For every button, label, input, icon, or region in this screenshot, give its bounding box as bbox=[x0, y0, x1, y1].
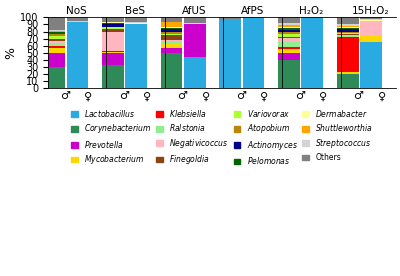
Bar bbox=[278, 28, 300, 30]
Bar bbox=[161, 35, 182, 40]
Bar bbox=[43, 30, 65, 31]
Bar bbox=[161, 41, 182, 44]
Bar bbox=[360, 36, 382, 42]
Text: AfUS: AfUS bbox=[182, 6, 206, 16]
Bar bbox=[161, 17, 182, 22]
Bar bbox=[278, 34, 300, 36]
Bar bbox=[360, 17, 382, 20]
Bar bbox=[102, 65, 124, 88]
Bar bbox=[278, 60, 300, 88]
Bar bbox=[102, 51, 124, 52]
Bar bbox=[337, 35, 359, 36]
Bar bbox=[278, 36, 300, 38]
Text: H₂O₂: H₂O₂ bbox=[300, 6, 324, 16]
Bar bbox=[337, 17, 359, 25]
Bar bbox=[66, 21, 88, 22]
Bar bbox=[337, 32, 359, 33]
Bar bbox=[102, 24, 124, 26]
Bar bbox=[161, 32, 182, 34]
Bar bbox=[337, 26, 359, 28]
Bar bbox=[360, 21, 382, 36]
Bar bbox=[43, 43, 65, 46]
Bar bbox=[360, 42, 382, 88]
Bar bbox=[66, 22, 88, 88]
Bar bbox=[125, 24, 147, 88]
Bar bbox=[278, 38, 300, 41]
Bar bbox=[161, 29, 182, 32]
Bar bbox=[278, 31, 300, 34]
Bar bbox=[337, 34, 359, 35]
Bar bbox=[278, 23, 300, 25]
Bar bbox=[102, 29, 124, 32]
Bar bbox=[43, 41, 65, 43]
Bar bbox=[337, 28, 359, 30]
Bar bbox=[278, 25, 300, 26]
Bar bbox=[161, 27, 182, 28]
Bar bbox=[161, 40, 182, 41]
Bar bbox=[102, 23, 124, 24]
Text: 15H₂O₂: 15H₂O₂ bbox=[352, 6, 389, 16]
Bar bbox=[102, 27, 124, 29]
Bar bbox=[161, 28, 182, 29]
Bar bbox=[161, 48, 182, 53]
Bar bbox=[43, 46, 65, 48]
Bar bbox=[102, 52, 124, 53]
Bar bbox=[102, 53, 124, 65]
Bar bbox=[184, 23, 206, 25]
Bar bbox=[102, 26, 124, 27]
Bar bbox=[337, 25, 359, 26]
Bar bbox=[43, 31, 65, 32]
Bar bbox=[43, 67, 65, 88]
Bar bbox=[278, 17, 300, 23]
Bar bbox=[43, 39, 65, 41]
Bar bbox=[43, 32, 65, 34]
Bar bbox=[337, 73, 359, 88]
Bar bbox=[184, 17, 206, 23]
Bar bbox=[278, 26, 300, 28]
Bar bbox=[219, 20, 241, 88]
Bar bbox=[243, 18, 264, 88]
Bar bbox=[161, 22, 182, 27]
Bar bbox=[243, 17, 264, 18]
Bar bbox=[337, 36, 359, 72]
Bar bbox=[184, 25, 206, 57]
Bar bbox=[125, 22, 147, 23]
Bar bbox=[102, 32, 124, 51]
Bar bbox=[66, 17, 88, 21]
Text: AfPS: AfPS bbox=[241, 6, 264, 16]
Bar bbox=[43, 53, 65, 67]
Bar bbox=[337, 30, 359, 32]
Y-axis label: %: % bbox=[4, 47, 17, 59]
Bar bbox=[161, 53, 182, 88]
Bar bbox=[161, 34, 182, 35]
Bar bbox=[161, 44, 182, 48]
Bar bbox=[337, 72, 359, 73]
Bar bbox=[301, 17, 323, 88]
Bar bbox=[125, 23, 147, 24]
Bar bbox=[278, 47, 300, 49]
Bar bbox=[102, 17, 124, 22]
Bar bbox=[278, 30, 300, 31]
Text: NoS: NoS bbox=[66, 6, 87, 16]
Bar bbox=[219, 19, 241, 20]
Bar bbox=[43, 17, 65, 30]
Bar bbox=[219, 17, 241, 19]
Bar bbox=[43, 34, 65, 36]
Bar bbox=[43, 48, 65, 53]
Bar bbox=[278, 49, 300, 53]
Bar bbox=[278, 41, 300, 47]
Bar bbox=[184, 57, 206, 88]
Bar bbox=[43, 36, 65, 39]
Bar bbox=[125, 17, 147, 22]
Legend: $\it{Lactobacillus}$, $\it{Corynebacterium}$, $\it{Prevotella}$, $\it{Mycobacter: $\it{Lactobacillus}$, $\it{Corynebacteri… bbox=[71, 108, 372, 166]
Bar bbox=[278, 53, 300, 60]
Text: BeS: BeS bbox=[125, 6, 146, 16]
Bar bbox=[102, 22, 124, 23]
Bar bbox=[337, 33, 359, 34]
Bar bbox=[360, 20, 382, 21]
